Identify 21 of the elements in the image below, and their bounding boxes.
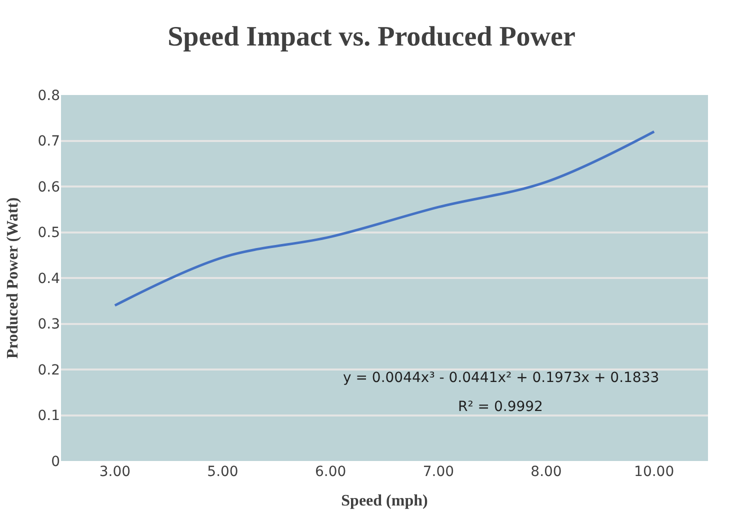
y-tick-label: 0 xyxy=(51,454,60,470)
line-series xyxy=(114,130,656,307)
y-tick-label: 0.6 xyxy=(38,179,60,196)
y-tick-label: 0.8 xyxy=(38,88,60,104)
x-tick-label: 8.00 xyxy=(530,464,562,480)
annotation: y = 0.0044x³ - 0.0441x² + 0.1973x + 0.1833 xyxy=(343,370,660,386)
annotation: R² = 0.9992 xyxy=(458,399,543,415)
x-tick-label: 10.00 xyxy=(634,464,674,480)
y-tick-label: 0.4 xyxy=(38,270,60,287)
chart-title: Speed Impact vs. Produced Power xyxy=(168,22,576,52)
x-tick-label: 6.00 xyxy=(314,464,346,480)
y-axis-title: Produced Power (Watt) xyxy=(4,197,22,359)
y-tick-label: 0.7 xyxy=(38,134,60,150)
y-tick-label: 0.3 xyxy=(38,316,60,333)
y-tick-label: 0.2 xyxy=(38,362,60,378)
x-axis-title: Speed (mph) xyxy=(341,492,428,510)
y-tick-label: 0.5 xyxy=(38,225,60,242)
x-tick-label: 5.00 xyxy=(207,464,238,480)
x-tick-label: 3.00 xyxy=(99,464,131,480)
y-tick-label: 0.1 xyxy=(38,408,60,424)
x-tick-label: 7.00 xyxy=(422,464,454,480)
